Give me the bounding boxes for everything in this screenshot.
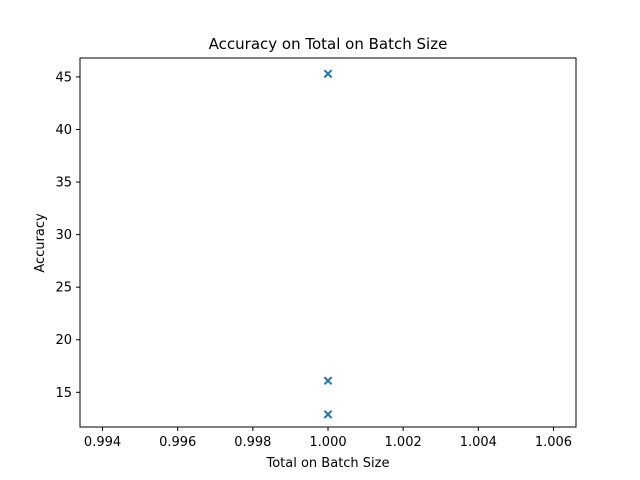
y-tick-label: 30	[55, 228, 72, 243]
x-tick-label: 1.004	[460, 435, 497, 450]
x-tick-label: 0.994	[84, 435, 121, 450]
x-tick-label: 1.006	[535, 435, 572, 450]
y-tick-label: 25	[55, 281, 72, 296]
x-axis-title: Total on Batch Size	[265, 456, 389, 471]
x-tick-label: 0.998	[234, 435, 271, 450]
data-point	[323, 69, 333, 79]
plot-frame	[79, 57, 577, 428]
x-tick-label: 1.000	[309, 435, 346, 450]
y-tick-label: 15	[55, 386, 72, 401]
data-point	[323, 376, 333, 386]
y-tick-label: 35	[55, 176, 72, 191]
x-tick-label: 0.996	[159, 435, 196, 450]
y-tick-label: 45	[55, 70, 72, 85]
tick-group: 0.994 0.996 0.998 1.000 1.002 1.004 1.006 15 20 2…	[55, 70, 572, 450]
x-tick-label: 1.002	[385, 435, 422, 450]
chart-title: Accuracy on Total on Batch Size	[209, 35, 448, 53]
y-tick-label: 20	[55, 333, 72, 348]
y-tick-label: 40	[55, 123, 72, 138]
y-axis-title: Accuracy	[33, 213, 48, 273]
data-points	[323, 69, 333, 419]
data-point	[323, 410, 333, 419]
